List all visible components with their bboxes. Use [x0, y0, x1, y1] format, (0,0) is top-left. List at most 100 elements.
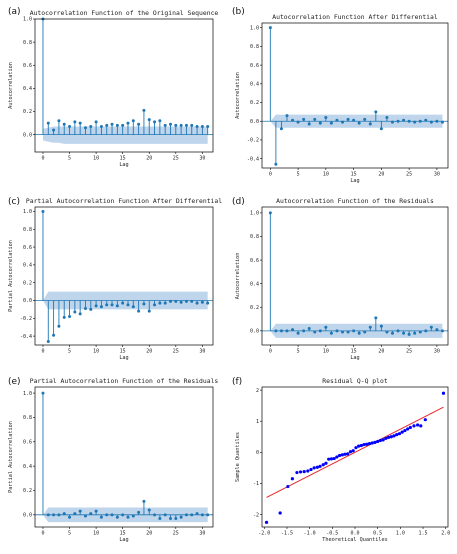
chart-title: Partial Autocorrelation Function of the …	[30, 377, 219, 385]
qq-point	[376, 439, 380, 444]
y-tick-label: -2	[253, 512, 259, 518]
stem-marker	[440, 120, 444, 124]
stem-marker	[57, 513, 61, 517]
stem-marker	[190, 513, 194, 517]
stem-marker	[153, 120, 157, 124]
stem-marker	[396, 119, 400, 123]
qq-point	[359, 443, 363, 448]
chart-title: Residual Q-Q plot	[322, 377, 388, 385]
stem-marker	[368, 325, 372, 329]
qq-point	[309, 467, 313, 472]
plot-frame	[34, 206, 214, 346]
plot-frame	[261, 386, 449, 528]
stem-marker	[57, 119, 61, 123]
y-tick-label: 0.4	[250, 82, 259, 88]
stem-marker	[163, 513, 167, 517]
y-tick-label: 1.0	[23, 391, 32, 397]
x-tick-label: 15	[351, 172, 357, 178]
qq-point	[378, 438, 383, 443]
x-tick-label: 5	[68, 156, 71, 162]
stem-marker	[158, 516, 162, 520]
stem-marker	[46, 339, 50, 343]
stem-marker	[379, 127, 383, 131]
stem-marker	[158, 119, 162, 123]
y-axis-label: Autocorrelation	[235, 72, 241, 119]
x-axis-label: Lag	[350, 178, 359, 184]
stem-marker	[179, 515, 183, 519]
y-tick-label: 0.0	[250, 119, 259, 125]
stem-marker	[429, 120, 433, 124]
x-tick-label: 15	[351, 349, 357, 355]
y-tick-label: 0.6	[250, 258, 259, 264]
panel-a: (a) Autocorrelation Function of the Origi…	[8, 7, 218, 168]
stem-marker	[174, 516, 178, 520]
stem-marker	[184, 123, 188, 127]
qq-point	[298, 470, 303, 474]
reference-line	[266, 406, 444, 498]
stem-marker	[329, 331, 333, 335]
stem-marker	[346, 117, 350, 121]
qq-point	[357, 444, 361, 448]
stem-marker	[291, 328, 295, 332]
x-tick-label: 10	[323, 172, 329, 178]
x-tick-label: 30	[434, 349, 440, 355]
stem-marker	[147, 118, 151, 122]
x-tick-label: 5	[68, 531, 71, 537]
panel-f: (f) Residual Q-Q plot -2.0 -1.5 -1.0 -0.5 0.0 0…	[232, 377, 450, 543]
y-tick-label: 2	[256, 388, 259, 394]
x-axis-label: Lag	[119, 355, 128, 361]
y-axis-label: Autocorrelation	[8, 62, 14, 109]
x-tick-label: 30	[199, 156, 205, 162]
stem-marker	[105, 513, 109, 517]
stem-marker	[121, 123, 125, 127]
x-tick-label: 5	[68, 349, 71, 355]
y-tick-label: 0.8	[250, 234, 259, 240]
stem-marker	[302, 117, 306, 121]
stem-marker	[390, 120, 394, 124]
stem-marker	[168, 299, 172, 303]
x-tick-label: 15	[120, 156, 126, 162]
stem-marker	[110, 303, 114, 307]
stem-marker	[110, 513, 114, 517]
x-tick-label: 20	[378, 172, 384, 178]
stem-marker	[429, 325, 433, 329]
stem-marker	[357, 331, 361, 335]
stem-marker	[179, 123, 183, 127]
stem-marker	[131, 119, 135, 123]
stem-marker	[318, 329, 322, 333]
stem-marker	[424, 118, 428, 122]
stem-marker	[190, 123, 194, 127]
stem-marker	[418, 119, 422, 123]
y-tick-label: 0.8	[250, 44, 259, 50]
stem-marker	[179, 300, 183, 304]
qq-point	[278, 511, 282, 515]
panel-letter: (d)	[232, 197, 245, 207]
x-tick-label: 0	[269, 349, 272, 355]
confidence-band	[42, 126, 208, 144]
stem-marker	[200, 513, 204, 517]
stem-marker	[274, 329, 278, 333]
stem-marker	[110, 122, 114, 126]
panel-letter: (a)	[8, 7, 21, 17]
panel-letter: (f)	[232, 377, 242, 387]
stem-marker	[324, 115, 328, 119]
stem-marker	[307, 326, 311, 330]
y-tick-label: 1.0	[23, 209, 32, 215]
x-tick-label: 0	[41, 156, 44, 162]
stem-marker	[279, 127, 283, 131]
stem-marker	[137, 122, 141, 126]
y-tick-label: 0.2	[23, 280, 32, 286]
qq-point	[286, 484, 290, 489]
stem-marker	[379, 324, 383, 328]
y-tick-label: 1.0	[250, 211, 259, 217]
panel-letter: (c)	[8, 197, 20, 207]
stem-marker	[137, 510, 141, 514]
x-tick-label: 20	[146, 156, 152, 162]
x-tick-label: 20	[146, 349, 152, 355]
qq-point	[346, 452, 350, 456]
y-tick-label: 0.6	[23, 245, 32, 251]
y-tick-label: 0.8	[23, 227, 32, 233]
stem-marker	[94, 304, 98, 308]
qq-point	[397, 432, 402, 436]
stem-marker	[46, 513, 50, 517]
